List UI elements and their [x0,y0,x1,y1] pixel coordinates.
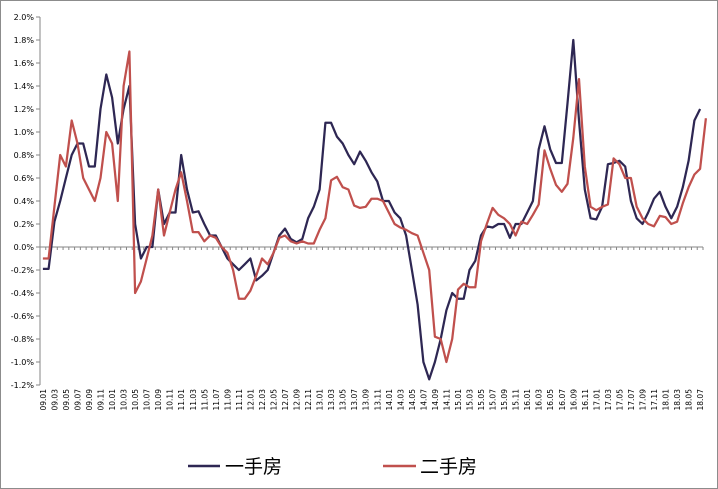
x-tick-label: 12.11 [304,389,313,411]
x-tick-label: 16.01 [523,389,532,411]
x-tick-label: 14.09 [431,389,440,411]
x-tick-label: 16.11 [581,389,590,411]
x-tick-label: 14.01 [385,389,394,411]
x-tick-label: 14.07 [419,389,428,411]
x-tick-label: 16.09 [569,389,578,411]
legend: 一手房 二手房 [188,456,477,478]
x-tick-label: 14.05 [408,389,417,411]
x-tick-label: 15.11 [512,389,521,411]
x-tick-label: 17.01 [592,389,601,411]
x-tick-label: 10.09 [154,389,163,411]
x-tick-label: 11.03 [189,389,198,411]
x-tick-label: 13.11 [373,389,382,411]
x-tick-label: 17.05 [615,389,624,411]
x-tick-label: 17.03 [604,389,613,411]
y-tick-label: -1.2% [11,381,35,390]
x-tick-label: 10.11 [166,389,175,411]
x-tick-label: 11.07 [212,389,221,411]
y-tick-label: 2.0% [14,13,35,22]
x-tick-label: 15.01 [454,389,463,411]
x-tick-label: 18.01 [662,389,671,411]
series-lines [42,38,708,381]
y-tick-label: 1.6% [14,59,35,68]
x-tick-label: 13.05 [339,389,348,411]
y-tick-label: -0.2% [11,266,35,275]
x-tick-label: 13.01 [316,389,325,411]
y-tick-label: 0.4% [14,197,35,206]
x-tick-label: 12.01 [246,389,255,411]
x-tick-label: 16.03 [535,389,544,411]
x-tick-label: 09.07 [73,389,82,411]
y-tick-label: -0.4% [11,289,35,298]
y-tick-label: 0.0% [14,243,35,252]
x-tick-label: 17.11 [650,389,659,411]
series-line-1 [42,50,708,364]
y-tick-label: 1.2% [14,105,35,114]
series-line-0 [42,38,702,381]
x-tick-label: 09.11 [97,389,106,411]
x-tick-label: 18.03 [673,389,682,411]
y-tick-label: 0.2% [14,220,35,229]
legend-label-series-0: 一手房 [225,456,282,478]
x-tick-label: 18.05 [685,389,694,411]
x-tick-label: 13.09 [362,389,371,411]
x-tick-label: 18.07 [696,389,705,411]
x-tick-label: 09.09 [85,389,94,411]
x-tick-label: 12.03 [258,389,267,411]
x-tick-label: 14.03 [396,389,405,411]
x-tick-label: 15.09 [500,389,509,411]
x-tick-label: 09.05 [62,389,71,411]
x-tick-label: 11.09 [223,389,232,411]
x-tick-label: 14.11 [442,389,451,411]
x-tick-label: 12.05 [269,389,278,411]
x-tick-label: 10.05 [131,389,140,411]
x-tick-label: 15.05 [477,389,486,411]
x-tick-label: 17.09 [638,389,647,411]
x-tick-label: 16.07 [558,389,567,411]
legend-label-series-1: 二手房 [420,456,477,478]
x-tick-label: 11.01 [177,389,186,411]
x-axis: 09.01 09.03 09.05 09.07 09.09 09.11 10.01 10.03… [39,246,705,411]
x-tick-label: 12.07 [281,389,290,411]
x-tick-label: 16.05 [546,389,555,411]
x-tick-label: 17.07 [627,389,636,411]
x-tick-label: 11.05 [200,389,209,411]
x-tick-label: 12.09 [293,389,302,411]
y-tick-label: 0.8% [14,151,35,160]
y-tick-label: 0.6% [14,174,35,183]
y-tick-label: -1.0% [11,358,35,367]
y-tick-label: 1.4% [14,82,35,91]
y-tick-label: -0.6% [11,312,35,321]
y-tick-label: 1.8% [14,36,35,45]
y-axis: -1.2% -1.0% -0.8% -0.6% -0.4% -0.2% 0.0% 0.2% 0.… [11,13,41,390]
x-tick-label: 11.11 [235,389,244,411]
x-tick-label: 15.07 [489,389,498,411]
y-tick-label: -0.8% [11,335,35,344]
x-tick-label: 13.03 [327,389,336,411]
x-tick-label: 15.03 [466,389,475,411]
y-tick-label: 1.0% [14,128,35,137]
x-tick-label: 13.07 [350,389,359,411]
x-tick-label: 10.03 [120,389,129,411]
x-tick-label: 09.03 [50,389,59,411]
x-tick-label: 09.01 [39,389,48,411]
x-tick-label: 10.07 [143,389,152,411]
x-tick-label: 10.01 [108,389,117,411]
